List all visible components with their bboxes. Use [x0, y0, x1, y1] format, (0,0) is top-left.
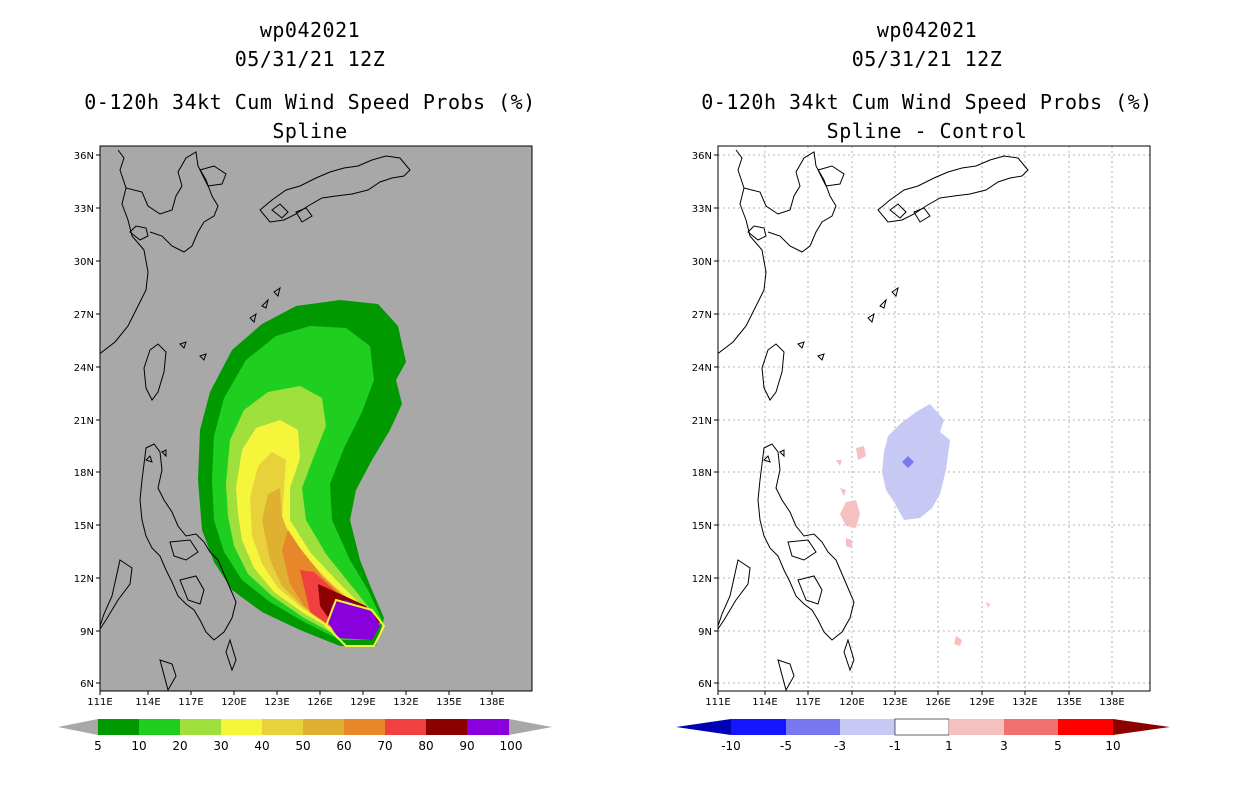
right-lon-label: 114E	[752, 697, 777, 708]
left-colorbar-label: 60	[336, 739, 351, 753]
right-colorbar: -10 -5 -3 -1 1 3 5 10	[676, 718, 1170, 753]
left-colorbar-label: 30	[213, 739, 228, 753]
right-lat-label: 12N	[692, 574, 712, 585]
left-colorbar-label: 5	[94, 739, 102, 753]
negative-difference-peak	[902, 456, 914, 468]
negative-difference-area	[882, 404, 950, 520]
left-lon-label: 126E	[307, 697, 332, 708]
left-colorbar-label: 70	[377, 739, 392, 753]
left-title-storm-id: wp042021	[259, 18, 361, 42]
right-lat-label: 21N	[692, 416, 712, 427]
left-colorbar-box	[426, 719, 467, 735]
right-colorbar-box	[786, 719, 840, 735]
right-lat-label: 36N	[692, 151, 712, 162]
right-lat-label: 33N	[692, 204, 712, 215]
left-lon-label: 135E	[436, 697, 461, 708]
right-colorbar-label: -3	[834, 739, 846, 753]
right-colorbar-label: 3	[1000, 739, 1008, 753]
right-title-storm-id: wp042021	[876, 18, 978, 42]
right-lat-label: 27N	[692, 310, 712, 321]
left-lat-label: 18N	[74, 468, 94, 479]
left-lat-label: 6N	[80, 679, 94, 690]
left-lat-label: 30N	[74, 257, 94, 268]
left-title-product: 0-120h 34kt Cum Wind Speed Probs (%)	[84, 90, 536, 114]
right-colorbar-box	[731, 719, 786, 735]
right-colorbar-label: -1	[889, 739, 901, 753]
left-lon-label: 123E	[264, 697, 289, 708]
right-lon-label: 117E	[795, 697, 820, 708]
left-colorbar-box	[262, 719, 303, 735]
left-lat-label: 24N	[74, 363, 94, 374]
right-colorbar-label: 1	[945, 739, 953, 753]
right-lat-label: 18N	[692, 468, 712, 479]
left-colorbar-label: 10	[131, 739, 146, 753]
left-lon-label: 111E	[87, 697, 112, 708]
right-lon-label: 135E	[1056, 697, 1081, 708]
left-lon-label: 114E	[135, 697, 160, 708]
left-colorbar-box	[344, 719, 385, 735]
right-colorbar-under-arrow	[676, 719, 731, 735]
left-colorbar-label: 40	[254, 739, 269, 753]
left-colorbar-box	[385, 719, 426, 735]
right-lat-label: 24N	[692, 363, 712, 374]
left-colorbar-box	[98, 719, 139, 735]
right-lon-label: 138E	[1099, 697, 1124, 708]
left-colorbar-label: 90	[459, 739, 474, 753]
right-title-subtitle: Spline - Control	[826, 119, 1028, 143]
right-lat-label: 6N	[698, 679, 712, 690]
left-colorbar-box	[221, 719, 262, 735]
right-colorbar-box	[949, 719, 1004, 735]
left-colorbar-box	[139, 719, 180, 735]
right-colorbar-over-arrow	[1113, 719, 1170, 735]
left-lat-label: 36N	[74, 151, 94, 162]
left-colorbar-over-arrow	[509, 719, 552, 735]
left-lat-label: 33N	[74, 204, 94, 215]
left-colorbar-label: 20	[172, 739, 187, 753]
left-colorbar: 5 10 20 30 40 50 60 70 80 90 100	[58, 719, 552, 753]
right-colorbar-box	[840, 719, 895, 735]
right-lat-label: 30N	[692, 257, 712, 268]
right-lon-label: 123E	[882, 697, 907, 708]
left-colorbar-label: 50	[295, 739, 310, 753]
left-lat-label: 12N	[74, 574, 94, 585]
right-lat-label: 9N	[698, 627, 712, 638]
left-colorbar-box	[467, 719, 509, 735]
right-lon-label: 120E	[839, 697, 864, 708]
left-lon-label: 129E	[350, 697, 375, 708]
left-lon-label: 120E	[221, 697, 246, 708]
right-lat-label: 15N	[692, 521, 712, 532]
right-colorbar-box	[1058, 719, 1113, 735]
left-axes	[96, 154, 493, 695]
right-colorbar-label: -5	[780, 739, 792, 753]
left-lat-label: 15N	[74, 521, 94, 532]
right-title-date: 05/31/21 12Z	[851, 47, 1003, 71]
right-lon-label: 126E	[925, 697, 950, 708]
left-lon-label: 117E	[178, 697, 203, 708]
right-colorbar-label: 5	[1054, 739, 1062, 753]
left-colorbar-label: 100	[500, 739, 523, 753]
left-lon-label: 138E	[479, 697, 504, 708]
left-colorbar-box	[303, 719, 344, 735]
left-colorbar-label: 80	[418, 739, 433, 753]
right-colorbar-box	[894, 718, 950, 736]
left-lon-label: 132E	[393, 697, 418, 708]
left-colorbar-under-arrow	[58, 719, 98, 735]
left-title-subtitle: Spline	[272, 119, 348, 143]
left-lat-label: 9N	[80, 627, 94, 638]
right-lon-label: 129E	[969, 697, 994, 708]
right-title-product: 0-120h 34kt Cum Wind Speed Probs (%)	[701, 90, 1153, 114]
right-axes	[714, 154, 1113, 695]
right-colorbar-label: -10	[721, 739, 741, 753]
right-colorbar-label: 10	[1105, 739, 1120, 753]
left-colorbar-box	[180, 719, 221, 735]
right-lon-label: 111E	[705, 697, 730, 708]
left-title-date: 05/31/21 12Z	[234, 47, 386, 71]
right-colorbar-box	[1004, 719, 1058, 735]
right-lon-label: 132E	[1012, 697, 1037, 708]
left-lat-label: 27N	[74, 310, 94, 321]
left-lat-label: 21N	[74, 416, 94, 427]
